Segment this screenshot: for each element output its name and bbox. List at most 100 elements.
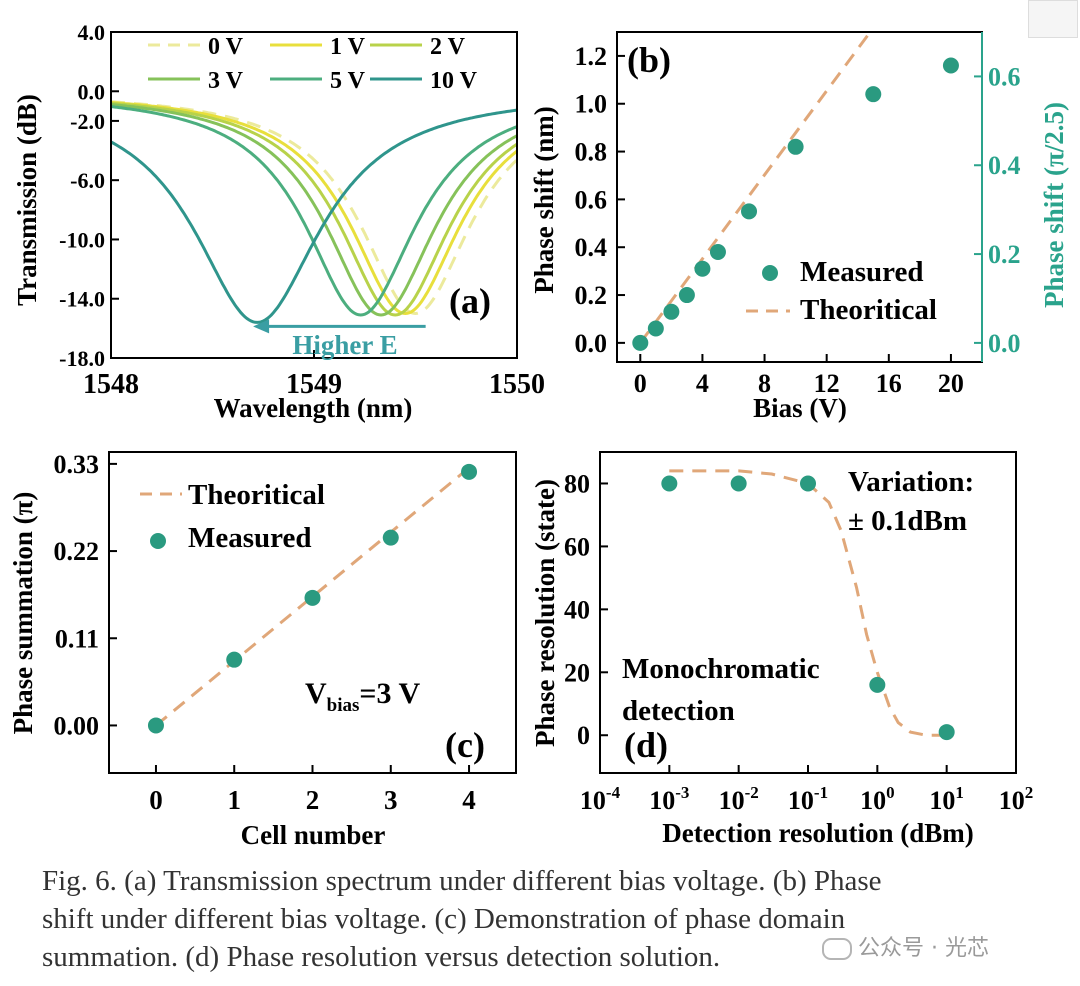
panel-b-xtick-label: 4 bbox=[696, 369, 709, 398]
panel-d-points bbox=[661, 475, 955, 741]
panel-d-xtick-label: 10-3 bbox=[649, 783, 689, 815]
panel-c-legend: Theoritical Measured bbox=[140, 479, 325, 554]
caption-line: Fig. 6. (a) Transmission spectrum under … bbox=[42, 865, 882, 897]
panel-c-xlabel: Cell number bbox=[241, 820, 386, 850]
panel-b-legend-marker bbox=[762, 265, 778, 281]
panel-a-legend-label: 10 V bbox=[430, 68, 478, 94]
panel-d-ytick-label: 40 bbox=[564, 595, 590, 624]
panel-b-data-point bbox=[787, 138, 804, 155]
panel-b-label: (b) bbox=[627, 40, 671, 80]
panel-c-xtick-label: 1 bbox=[227, 785, 241, 815]
panel-b-legend: Measured Theoritical bbox=[746, 256, 937, 326]
panel-b-ticks: 0 4 8 12 16 20 0.0 0.2 0.4 0.6 0.8 1.0 1.2 0.0 0.2 0.4 0… bbox=[575, 42, 1021, 398]
wechat-logo-icon bbox=[822, 938, 852, 960]
panel-a-xtick-label: 1548 bbox=[83, 369, 139, 400]
panel-d-xtick-label: 102 bbox=[999, 783, 1034, 815]
panel-b-y2tick-label: 0.6 bbox=[988, 62, 1021, 91]
panel-d-xtick-label: 101 bbox=[929, 783, 964, 815]
panel-c-data-point bbox=[461, 463, 478, 480]
panel-c-data-point bbox=[382, 529, 399, 546]
panel-c-ytick-label: 0.00 bbox=[54, 711, 100, 740]
panel-a-ytick-label: -10.0 bbox=[59, 227, 105, 252]
panel-d-theory-line bbox=[669, 469, 947, 737]
panel-a-annotation: Higher E bbox=[292, 330, 397, 360]
panel-b-theory bbox=[639, 31, 872, 344]
panel-c-xtick-label: 4 bbox=[462, 785, 476, 815]
panel-c: 0 1 2 3 4 0.00 0.11 0.22 0.33 Cell number Phase … bbox=[8, 450, 517, 850]
panel-a-ytick-label: 0.0 bbox=[78, 79, 106, 104]
panel-b: 0 4 8 12 16 20 0.0 0.2 0.4 0.6 0.8 1.0 1.2 0.0 0.2 0.4 0… bbox=[529, 31, 1069, 423]
panel-a-series-line bbox=[110, 103, 518, 317]
panel-b-ytick-label: 1.0 bbox=[575, 90, 608, 119]
watermark: 公众号 · 光芯 bbox=[822, 930, 989, 962]
panel-a-series-line bbox=[110, 101, 518, 317]
panel-d-ytick-label: 80 bbox=[564, 469, 590, 498]
panel-d-xtick-label: 100 bbox=[860, 783, 895, 815]
panel-b-data-point bbox=[647, 320, 664, 337]
panel-a-legend-label: 3 V bbox=[208, 68, 244, 94]
panel-c-ytick-label: 0.11 bbox=[55, 624, 99, 653]
panel-b-data-point bbox=[663, 303, 680, 320]
panel-b-data-point bbox=[741, 203, 758, 220]
panel-b-data-point bbox=[865, 86, 882, 103]
panel-a-legend-label: 0 V bbox=[208, 34, 244, 60]
caption-line: summation. (d) Phase resolution versus d… bbox=[42, 941, 721, 973]
panel-b-xtick-label: 8 bbox=[758, 369, 771, 398]
panel-d-xtick-label: 10-2 bbox=[719, 783, 759, 815]
panel-b-xtick-label: 20 bbox=[938, 369, 964, 398]
panel-a-xtick-label: 1549 bbox=[286, 369, 342, 400]
panel-a-series-line bbox=[110, 108, 518, 324]
panel-c-legend-theoretical: Theoritical bbox=[188, 479, 325, 511]
panel-d-annotation-range: ± 0.1dBm bbox=[848, 505, 967, 537]
panel-c-ytick-label: 0.22 bbox=[54, 537, 100, 566]
panel-c-points bbox=[147, 463, 478, 734]
panel-a: 1548 1549 1550 4.0 0.0 -2.0 -6.0 -10.0 -14.0 -18.… bbox=[12, 20, 545, 423]
panel-a-xtick-label: 1550 bbox=[489, 369, 545, 400]
panel-b-points bbox=[632, 57, 959, 351]
panel-b-data-point bbox=[694, 260, 711, 277]
panel-d-data-point bbox=[938, 724, 955, 741]
panel-a-legend-label: 2 V bbox=[430, 34, 466, 60]
panel-b-data-point bbox=[678, 287, 695, 304]
panel-b-xlabel: Bias (V) bbox=[753, 393, 847, 423]
panel-b-data-point bbox=[632, 334, 649, 351]
panel-a-legend: 0 V 1 V 2 V 3 V 5 V 10 V bbox=[148, 34, 478, 94]
panel-b-xtick-label: 0 bbox=[634, 369, 647, 398]
panel-d-ylabel: Phase resolution (state) bbox=[530, 479, 560, 747]
panel-b-ytick-label: 0.2 bbox=[575, 281, 608, 310]
panel-a-series-line bbox=[110, 100, 519, 316]
panel-d-ticks: 10-4 10-3 10-2 10-1 100 101 102 0 20 40 60 80 bbox=[564, 469, 1033, 815]
panel-d-label: (d) bbox=[624, 725, 668, 765]
panel-d-ytick-label: 20 bbox=[564, 658, 590, 687]
watermark-text: 公众号 · 光芯 bbox=[858, 936, 989, 961]
panel-c-annotation: Vbias=3 V bbox=[305, 677, 420, 716]
panel-b-ytick-label: 0.8 bbox=[575, 138, 608, 167]
caption-line: shift under different bias voltage. (c) … bbox=[42, 903, 846, 935]
panel-c-xtick-label: 3 bbox=[384, 785, 398, 815]
panel-b-y2tick-label: 0.2 bbox=[988, 240, 1021, 269]
panel-c-ytick-label: 0.33 bbox=[54, 450, 100, 479]
panel-c-data-point bbox=[226, 651, 243, 668]
panel-a-arrow-head bbox=[253, 319, 270, 334]
panel-d-xtick-label: 10-4 bbox=[580, 783, 621, 815]
panel-a-legend-label: 5 V bbox=[330, 68, 366, 94]
panel-d-data-point bbox=[800, 475, 816, 492]
panel-a-ytick-label: -14.0 bbox=[59, 287, 105, 312]
panel-a-arrow bbox=[253, 319, 426, 334]
panel-c-data-point bbox=[147, 717, 164, 734]
panel-a-legend-label: 1 V bbox=[330, 34, 366, 60]
panel-b-legend-measured: Measured bbox=[800, 256, 924, 288]
panel-d-annotation-mono: Monochromatic bbox=[622, 653, 820, 685]
panel-b-data-point bbox=[709, 244, 726, 260]
panel-b-ytick-label: 0.0 bbox=[575, 329, 608, 358]
panel-a-ytick-label: 4.0 bbox=[78, 20, 106, 45]
panel-d-data-point bbox=[661, 475, 678, 492]
thumbnail-icon bbox=[1028, 0, 1078, 38]
panel-d-data-point bbox=[869, 676, 886, 693]
panel-d-ytick-label: 60 bbox=[564, 532, 590, 561]
panel-c-legend-marker bbox=[150, 533, 166, 549]
panel-b-theory-line bbox=[639, 31, 872, 344]
panel-d-xtick-label: 10-1 bbox=[788, 783, 828, 815]
panel-a-series-line bbox=[110, 101, 518, 316]
panel-a-xlabel: Wavelength (nm) bbox=[214, 393, 413, 423]
